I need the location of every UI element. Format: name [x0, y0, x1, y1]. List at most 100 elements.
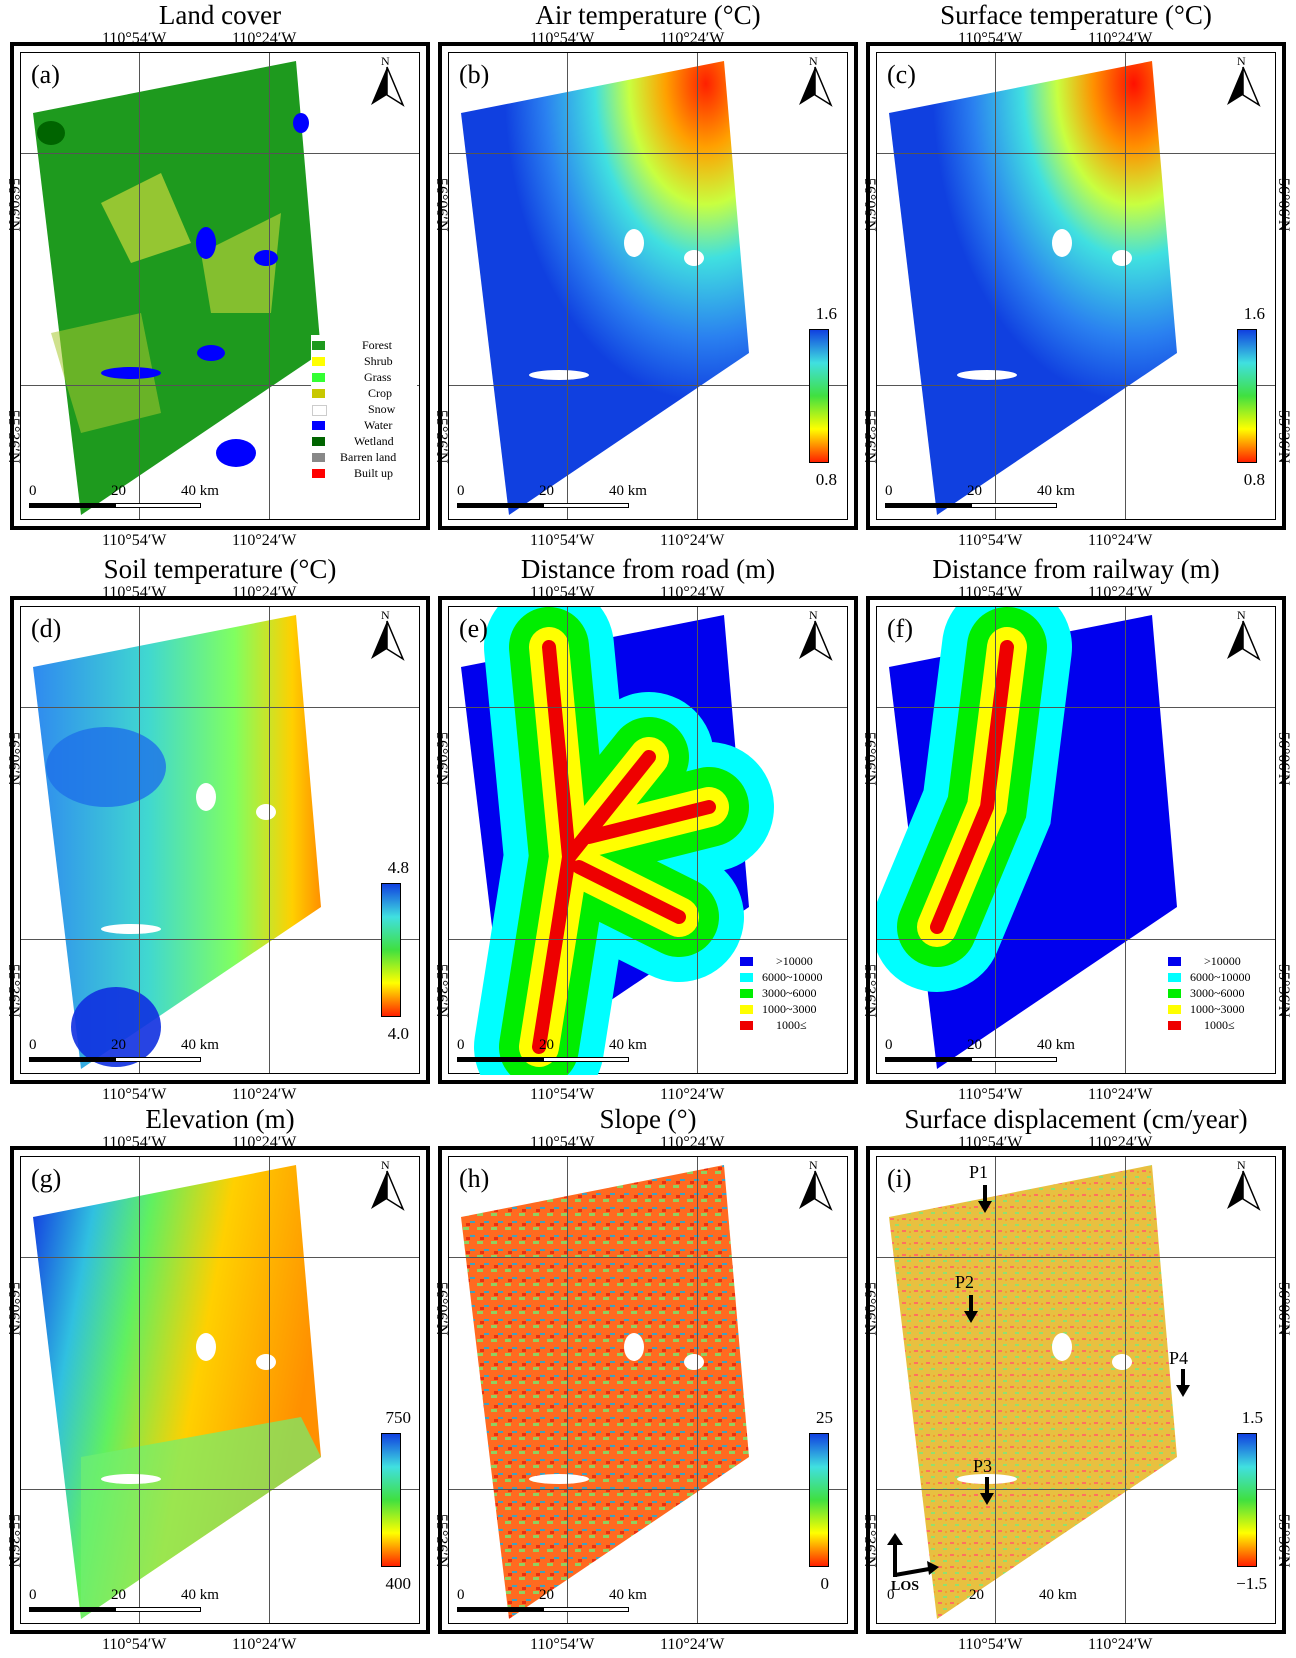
panel-title: Surface displacement (cm/year)	[904, 1104, 1248, 1134]
lat-label-upper-left: 56°06′N	[5, 1282, 22, 1336]
point-arrow-icon	[983, 1185, 987, 1205]
colorbar	[1237, 329, 1257, 463]
colorbar-min: −1.5	[1236, 1574, 1267, 1593]
lat-label-lower-left: 55°36′N	[861, 410, 878, 464]
map-frame: (g) N 750 400 0 20 40 km	[10, 1146, 430, 1634]
lat-label-lower-left: 55°36′N	[5, 964, 22, 1018]
slope-map	[461, 1165, 749, 1619]
distance-legend: >10000 6000~10000 3000~6000 1000~3000 10…	[739, 951, 847, 1037]
lat-label-lower-right: 55°36′N	[1275, 1514, 1292, 1568]
panel-title: Surface temperature (°C)	[940, 0, 1212, 30]
colorbar	[381, 1433, 401, 1567]
map-frame: (d) N 4.8 4.0 0 20 40 km	[10, 596, 430, 1084]
lon-label-right-bottom: 110°24′W	[232, 1086, 297, 1103]
panel-title: Soil temperature (°C)	[103, 554, 337, 584]
colorbar-min: 0.8	[815, 470, 837, 489]
panel-c: Surface temperature (°C) 110°54′W 110°24…	[861, 0, 1292, 552]
panel-label: (c)	[887, 60, 916, 89]
air-temperature-map	[461, 61, 749, 515]
land-cover-map	[33, 61, 321, 515]
scale-bar: 0 20 40 km	[29, 483, 219, 513]
lat-label-upper-left: 56°06′N	[433, 732, 450, 786]
lon-label-right-bottom: 110°24′W	[1088, 1636, 1153, 1653]
panel-a: Land cover 110°54′W 110°24′W (a)	[5, 0, 430, 552]
north-arrow-icon: N	[795, 609, 835, 663]
scale-bar: 0 20 40 km	[885, 483, 1075, 513]
north-arrow-icon: N	[795, 55, 835, 109]
panel-h: Slope (°) 110°54′W 110°24′W (h)	[433, 1104, 858, 1656]
map-frame: (c) N 1.6 0.8 0 20 40 km	[866, 42, 1286, 530]
point-label-p3: P3	[973, 1456, 993, 1476]
lon-label-left-bottom: 110°54′W	[958, 1086, 1023, 1103]
colorbar-max: 750	[385, 1408, 412, 1427]
panel-b: Air temperature (°C) 110°54′W 110°24′W (…	[433, 0, 858, 552]
lon-label-left-bottom: 110°54′W	[102, 1636, 167, 1653]
lon-label-left-bottom: 110°54′W	[958, 1636, 1023, 1653]
lon-label-right-bottom: 110°24′W	[1088, 1086, 1153, 1103]
elevation-map	[33, 1165, 321, 1619]
scale-bar: 0 20 40 km	[457, 1037, 647, 1067]
scale-bar: 0 20 40 km	[29, 1037, 219, 1067]
lon-label-right-bottom: 110°24′W	[1088, 532, 1153, 549]
lon-label-right-bottom: 110°24′W	[232, 1636, 297, 1653]
map-frame: (e) N >10000 6000~10000 3000~6000 1000~3…	[438, 596, 858, 1084]
colorbar-min: 400	[385, 1574, 412, 1593]
panel-label: (b)	[459, 60, 490, 89]
colorbar	[809, 1433, 829, 1567]
scale-bar: 0 20 40 km	[887, 1587, 1077, 1603]
point-label-p4: P4	[1169, 1348, 1189, 1368]
panel-i: Surface displacement (cm/year) 110°54′W …	[861, 1104, 1292, 1656]
map-frame: (b) N 1.6 0.8 0 20 40 km	[438, 42, 858, 530]
colorbar	[809, 329, 829, 463]
point-arrow-icon	[1181, 1369, 1185, 1389]
scale-bar: 0 20 40 km	[885, 1037, 1075, 1067]
lon-label-right-bottom: 110°24′W	[660, 532, 725, 549]
panel-label: (g)	[31, 1164, 62, 1193]
panel-label: (i)	[887, 1164, 912, 1193]
lat-label-upper-right: 56°06′N	[1275, 732, 1292, 786]
lon-label-left-bottom: 110°54′W	[530, 1636, 595, 1653]
panel-g: Elevation (m) 110°54′W 110°24′W (g)	[5, 1104, 430, 1656]
lon-label-left-bottom: 110°54′W	[102, 1086, 167, 1103]
colorbar-max: 1.6	[1243, 304, 1265, 323]
road-distance-map	[461, 607, 774, 1075]
point-arrow-icon	[969, 1295, 973, 1315]
north-arrow-icon: N	[795, 1159, 835, 1213]
lat-label-lower-left: 55°36′N	[433, 964, 450, 1018]
panel-label: (e)	[459, 614, 488, 643]
lon-label-right-bottom: 110°24′W	[232, 532, 297, 549]
distance-legend: >10000 6000~10000 3000~6000 1000~3000 10…	[1167, 951, 1275, 1037]
point-label-p1: P1	[969, 1162, 989, 1182]
lon-label-left-bottom: 110°54′W	[102, 532, 167, 549]
panel-title: Distance from road (m)	[520, 554, 776, 584]
north-arrow-icon: N	[1223, 55, 1263, 109]
lat-label-lower-left: 55°36′N	[861, 1514, 878, 1568]
panel-label: (f)	[887, 614, 913, 643]
lat-label-upper-left: 56°06′N	[861, 732, 878, 786]
map-frame: (i) N P1 P2 P3 P4 LOS 1.5 −1.5 0 20 40 km	[866, 1146, 1286, 1634]
panel-title: Slope (°)	[599, 1104, 697, 1134]
panel-label: (a)	[31, 60, 60, 89]
lat-label-upper-right: 56°06′N	[1275, 1282, 1292, 1336]
lat-label-upper-left: 56°06′N	[433, 178, 450, 232]
lat-label-upper-left: 56°06′N	[861, 178, 878, 232]
north-arrow-icon: N	[367, 609, 407, 663]
colorbar-max: 1.5	[1241, 1408, 1263, 1427]
lat-label-lower-left: 55°36′N	[5, 410, 22, 464]
lat-label-upper-left: 56°06′N	[5, 732, 22, 786]
panel-title: Land cover	[158, 0, 282, 30]
colorbar-min: 4.0	[387, 1024, 409, 1043]
scale-bar: 0 20 40 km	[457, 1587, 647, 1617]
colorbar	[381, 883, 401, 1017]
colorbar-max: 1.6	[815, 304, 837, 323]
scale-bar: 0 20 40 km	[29, 1587, 219, 1617]
lat-label-lower-left: 55°36′N	[433, 1514, 450, 1568]
lat-label-upper-left: 56°06′N	[433, 1282, 450, 1336]
lat-label-upper-right: 56°06′N	[1275, 178, 1292, 232]
north-arrow-icon: N	[1223, 609, 1263, 663]
map-frame: (f) N >10000 6000~10000 3000~6000 1000~3…	[866, 596, 1286, 1084]
panel-title: Distance from railway (m)	[932, 554, 1220, 584]
colorbar-min: 0	[820, 1574, 830, 1593]
point-label-p2: P2	[955, 1272, 975, 1292]
displacement-map	[889, 1165, 1177, 1619]
